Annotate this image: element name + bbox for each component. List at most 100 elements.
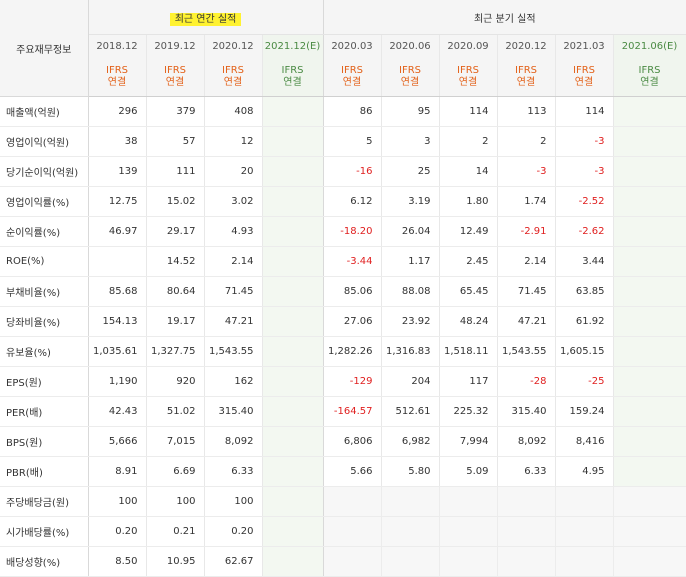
value-cell: 4.95 xyxy=(555,456,614,487)
value-cell xyxy=(262,306,324,337)
row-label: 주당배당금(원) xyxy=(0,486,89,517)
value-cell: 0.20 xyxy=(88,516,147,547)
value-cell: 379 xyxy=(146,96,205,127)
row-label: ROE(%) xyxy=(0,246,89,277)
row-label: PBR(배) xyxy=(0,456,89,487)
row-label: EPS(원) xyxy=(0,366,89,397)
row-label: 시가배당률(%) xyxy=(0,516,89,547)
value-cell: 2.14 xyxy=(204,246,263,277)
annual-group-header: 최근 연간 실적 xyxy=(88,0,324,35)
value-cell: 12 xyxy=(204,126,263,157)
value-cell: 408 xyxy=(204,96,263,127)
empty-cell xyxy=(323,486,382,517)
value-cell: 61.92 xyxy=(555,306,614,337)
period-header: 2018.12 xyxy=(88,34,147,57)
value-cell: 62.67 xyxy=(204,546,263,577)
consolidated-label: 연결 xyxy=(574,76,594,88)
value-cell: 162 xyxy=(204,366,263,397)
value-cell: 15.02 xyxy=(146,186,205,217)
period-header: 2020.03 xyxy=(323,34,382,57)
value-cell: 14.52 xyxy=(146,246,205,277)
value-cell: 27.06 xyxy=(323,306,382,337)
ifrs-label: IFRS xyxy=(638,64,661,76)
value-cell: 29.17 xyxy=(146,216,205,247)
value-cell: 80.64 xyxy=(146,276,205,307)
empty-cell xyxy=(381,546,440,577)
empty-cell xyxy=(555,516,614,547)
value-cell: -3.44 xyxy=(323,246,382,277)
value-cell: 920 xyxy=(146,366,205,397)
value-cell: -2.52 xyxy=(555,186,614,217)
value-cell: 2 xyxy=(439,126,498,157)
ifrs-badge: IFRS 연결 xyxy=(262,57,324,97)
value-cell: 5.09 xyxy=(439,456,498,487)
table-row: 매출액(억원) 296 379 408 86 95 114 113 114 xyxy=(0,96,686,127)
empty-cell xyxy=(439,546,498,577)
value-cell: 6.33 xyxy=(204,456,263,487)
table-row: BPS(원) 5,666 7,015 8,092 6,806 6,982 7,994 8,09… xyxy=(0,426,686,457)
consolidated-label: 연결 xyxy=(400,76,420,88)
value-cell xyxy=(262,486,324,517)
value-cell: 86 xyxy=(323,96,382,127)
value-cell xyxy=(262,96,324,127)
value-cell: -3 xyxy=(555,156,614,187)
value-cell: 38 xyxy=(88,126,147,157)
value-cell xyxy=(613,126,686,157)
value-cell: 51.02 xyxy=(146,396,205,427)
value-cell: 154.13 xyxy=(88,306,147,337)
value-cell: 1,543.55 xyxy=(204,336,263,367)
consolidated-label: 연결 xyxy=(516,76,536,88)
value-cell: 1,035.61 xyxy=(88,336,147,367)
value-cell: 100 xyxy=(146,486,205,517)
value-cell: -18.20 xyxy=(323,216,382,247)
row-label: 당좌비율(%) xyxy=(0,306,89,337)
value-cell: 204 xyxy=(381,366,440,397)
period-header: 2021.06(E) xyxy=(613,34,686,57)
value-cell: 6,806 xyxy=(323,426,382,457)
row-label: 배당성향(%) xyxy=(0,546,89,577)
value-cell: 65.45 xyxy=(439,276,498,307)
value-cell: 3.02 xyxy=(204,186,263,217)
value-cell: 1,605.15 xyxy=(555,336,614,367)
value-cell: 512.61 xyxy=(381,396,440,427)
value-cell: -16 xyxy=(323,156,382,187)
value-cell xyxy=(262,216,324,247)
value-cell: 19.17 xyxy=(146,306,205,337)
empty-cell xyxy=(323,516,382,547)
empty-cell xyxy=(497,486,556,517)
ifrs-label: IFRS xyxy=(222,64,244,76)
table-row: 시가배당률(%) 0.20 0.21 0.20 xyxy=(0,516,686,547)
value-cell: -129 xyxy=(323,366,382,397)
value-cell xyxy=(613,396,686,427)
value-cell xyxy=(613,306,686,337)
row-label: 영업이익률(%) xyxy=(0,186,89,217)
value-cell: 10.95 xyxy=(146,546,205,577)
empty-cell xyxy=(555,486,614,517)
consolidated-label: 연결 xyxy=(458,76,478,88)
value-cell: 7,015 xyxy=(146,426,205,457)
value-cell: 1.74 xyxy=(497,186,556,217)
value-cell: 57 xyxy=(146,126,205,157)
empty-cell xyxy=(497,546,556,577)
value-cell: 5,666 xyxy=(88,426,147,457)
row-label: 당기순이익(억원) xyxy=(0,156,89,187)
value-cell: 6.33 xyxy=(497,456,556,487)
table-row: ROE(%) 14.52 2.14 -3.44 1.17 2.45 2.14 3.44 xyxy=(0,246,686,277)
value-cell xyxy=(613,426,686,457)
period-header: 2020.09 xyxy=(439,34,498,57)
value-cell xyxy=(262,396,324,427)
value-cell: 8,416 xyxy=(555,426,614,457)
value-cell: -2.62 xyxy=(555,216,614,247)
value-cell xyxy=(613,456,686,487)
value-cell: 114 xyxy=(439,96,498,127)
ifrs-badge: IFRS 연결 xyxy=(204,57,263,97)
empty-cell xyxy=(497,516,556,547)
value-cell: 47.21 xyxy=(204,306,263,337)
empty-cell xyxy=(613,516,686,547)
value-cell: 1,282.26 xyxy=(323,336,382,367)
ifrs-badge: IFRS 연결 xyxy=(381,57,440,97)
value-cell: 315.40 xyxy=(204,396,263,427)
value-cell xyxy=(613,156,686,187)
value-cell xyxy=(262,336,324,367)
value-cell: 14 xyxy=(439,156,498,187)
